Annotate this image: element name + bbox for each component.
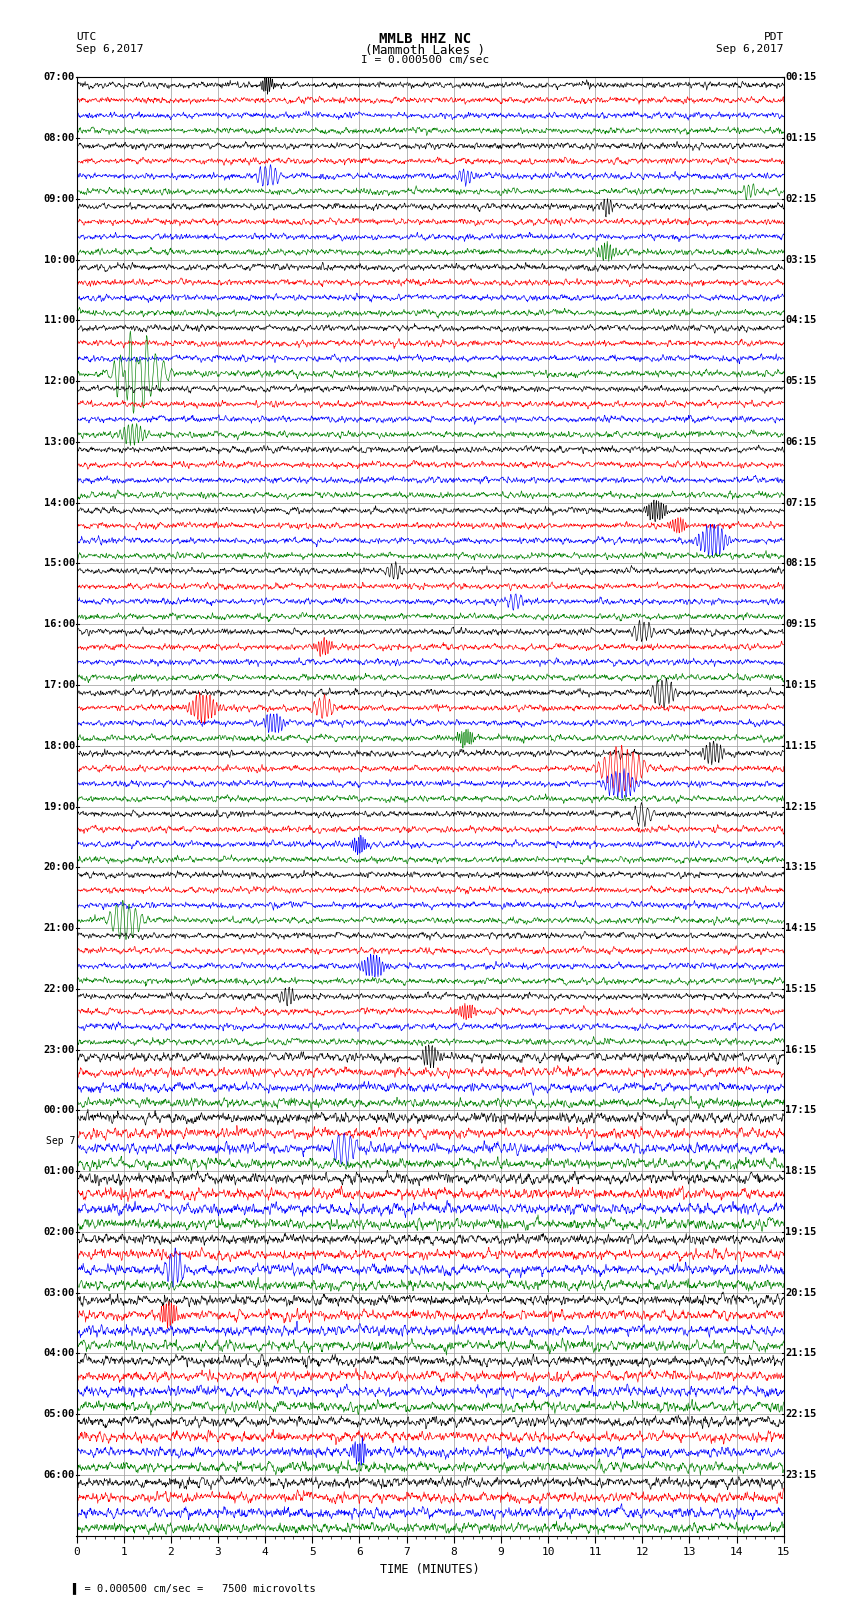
Text: 21:15: 21:15 bbox=[785, 1348, 816, 1358]
Text: Sep 7: Sep 7 bbox=[46, 1136, 75, 1145]
Text: 09:00: 09:00 bbox=[44, 194, 75, 203]
Text: 06:15: 06:15 bbox=[785, 437, 816, 447]
Text: 00:15: 00:15 bbox=[785, 73, 816, 82]
Text: 15:00: 15:00 bbox=[44, 558, 75, 568]
Text: 16:00: 16:00 bbox=[44, 619, 75, 629]
Text: 07:00: 07:00 bbox=[44, 73, 75, 82]
Text: 05:00: 05:00 bbox=[44, 1410, 75, 1419]
Text: 00:00: 00:00 bbox=[44, 1105, 75, 1115]
Text: (Mammoth Lakes ): (Mammoth Lakes ) bbox=[365, 44, 485, 56]
Text: 14:00: 14:00 bbox=[44, 498, 75, 508]
Text: 07:15: 07:15 bbox=[785, 498, 816, 508]
Text: I = 0.000500 cm/sec: I = 0.000500 cm/sec bbox=[361, 55, 489, 65]
Text: 20:00: 20:00 bbox=[44, 863, 75, 873]
Text: 05:15: 05:15 bbox=[785, 376, 816, 386]
Text: 18:00: 18:00 bbox=[44, 740, 75, 750]
Text: 10:00: 10:00 bbox=[44, 255, 75, 265]
Text: 08:00: 08:00 bbox=[44, 134, 75, 144]
Text: 04:15: 04:15 bbox=[785, 316, 816, 326]
Text: 15:15: 15:15 bbox=[785, 984, 816, 994]
Text: 02:15: 02:15 bbox=[785, 194, 816, 203]
Text: 11:00: 11:00 bbox=[44, 316, 75, 326]
Text: 09:15: 09:15 bbox=[785, 619, 816, 629]
Text: 23:00: 23:00 bbox=[44, 1045, 75, 1055]
Text: 22:00: 22:00 bbox=[44, 984, 75, 994]
Text: 14:15: 14:15 bbox=[785, 923, 816, 932]
Text: 22:15: 22:15 bbox=[785, 1410, 816, 1419]
Text: PDT: PDT bbox=[763, 32, 784, 42]
Text: 06:00: 06:00 bbox=[44, 1469, 75, 1479]
Text: 20:15: 20:15 bbox=[785, 1287, 816, 1297]
Text: 19:15: 19:15 bbox=[785, 1227, 816, 1237]
Text: ▌ = 0.000500 cm/sec =   7500 microvolts: ▌ = 0.000500 cm/sec = 7500 microvolts bbox=[72, 1582, 316, 1594]
Text: 12:15: 12:15 bbox=[785, 802, 816, 811]
Text: 23:15: 23:15 bbox=[785, 1469, 816, 1479]
Text: 12:00: 12:00 bbox=[44, 376, 75, 386]
X-axis label: TIME (MINUTES): TIME (MINUTES) bbox=[380, 1563, 480, 1576]
Text: 13:15: 13:15 bbox=[785, 863, 816, 873]
Text: 10:15: 10:15 bbox=[785, 681, 816, 690]
Text: MMLB HHZ NC: MMLB HHZ NC bbox=[379, 32, 471, 47]
Text: 03:15: 03:15 bbox=[785, 255, 816, 265]
Text: 11:15: 11:15 bbox=[785, 740, 816, 750]
Text: 13:00: 13:00 bbox=[44, 437, 75, 447]
Text: Sep 6,2017: Sep 6,2017 bbox=[76, 44, 144, 53]
Text: 02:00: 02:00 bbox=[44, 1227, 75, 1237]
Text: 17:15: 17:15 bbox=[785, 1105, 816, 1115]
Text: 04:00: 04:00 bbox=[44, 1348, 75, 1358]
Text: UTC: UTC bbox=[76, 32, 97, 42]
Text: 19:00: 19:00 bbox=[44, 802, 75, 811]
Text: 01:00: 01:00 bbox=[44, 1166, 75, 1176]
Text: Sep 6,2017: Sep 6,2017 bbox=[717, 44, 784, 53]
Text: 03:00: 03:00 bbox=[44, 1287, 75, 1297]
Text: 17:00: 17:00 bbox=[44, 681, 75, 690]
Text: 01:15: 01:15 bbox=[785, 134, 816, 144]
Text: 08:15: 08:15 bbox=[785, 558, 816, 568]
Text: 18:15: 18:15 bbox=[785, 1166, 816, 1176]
Text: 16:15: 16:15 bbox=[785, 1045, 816, 1055]
Text: 21:00: 21:00 bbox=[44, 923, 75, 932]
